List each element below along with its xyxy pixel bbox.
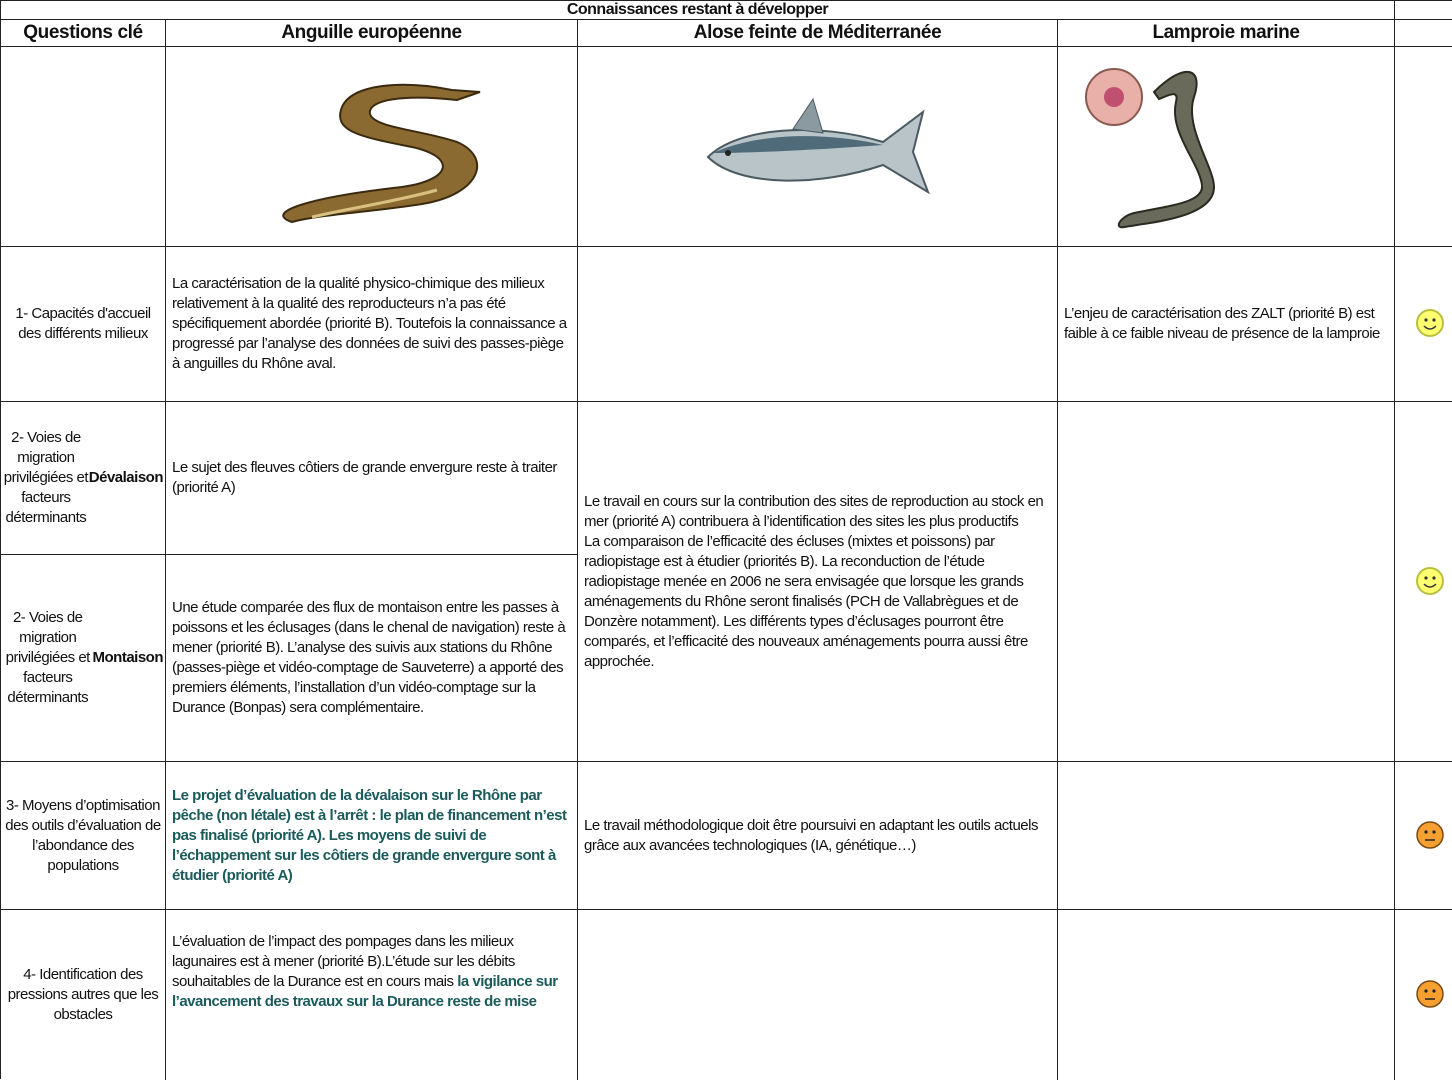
- image-cell: [578, 47, 1058, 247]
- empty-cell: [1395, 20, 1452, 47]
- status-cell: [1395, 910, 1452, 1080]
- empty-cell: [578, 247, 1058, 402]
- happy-smiley: [1416, 566, 1444, 595]
- question-emphasis: Dévalaison: [88, 469, 164, 486]
- question-emphasis: Montaison: [92, 649, 164, 666]
- question-cell: 1- Capacités d'accueil des différents mi…: [1, 247, 166, 402]
- empty-cell: [1395, 1, 1452, 20]
- neutral-smiley: [1416, 980, 1444, 1008]
- question-cell: 2- Voies de migration privilégiées et fa…: [1, 402, 166, 555]
- table-title: Connaissances restant à développer: [1, 1, 1395, 20]
- alose-cell: Le travail méthodologique doit être pour…: [578, 762, 1058, 910]
- anguille-emphasis: la vigilance sur l’avancement des travau…: [172, 973, 558, 1010]
- anguille-text: L’évaluation de l’impact des pompages da…: [172, 933, 515, 990]
- image-cell: [1058, 47, 1395, 247]
- empty-cell: [1058, 762, 1395, 910]
- anguille-cell: Le sujet des fleuves côtiers de grande e…: [166, 402, 578, 555]
- status-cell: [1395, 247, 1452, 402]
- question-cell: 3- Moyens d’optimisation des outils d’év…: [1, 762, 166, 910]
- anguille-cell: L’évaluation de l’impact des pompages da…: [166, 910, 578, 1080]
- lamproie-cell: L’enjeu de caractérisation des ZALT (pri…: [1058, 247, 1395, 402]
- shad-image: [706, 97, 930, 194]
- neutral-smiley: [1416, 820, 1444, 849]
- question-text: 2- Voies de migration privilégiées et fa…: [5, 609, 91, 706]
- empty-cell: [1395, 47, 1452, 247]
- happy-smiley: [1416, 309, 1444, 337]
- status-cell: [1395, 762, 1452, 910]
- header-cell: Alose feinte de Méditerranée: [578, 20, 1058, 47]
- anguille-cell: Le projet d’évaluation de la dévalaison …: [166, 762, 578, 910]
- lamprey-image: [1085, 67, 1216, 228]
- header-cell: Anguille européenne: [166, 20, 578, 47]
- question-text: 2- Voies de migration privilégiées et fa…: [3, 429, 89, 526]
- anguille-cell: Une étude comparée des flux de montaison…: [166, 555, 578, 762]
- empty-cell: [1058, 910, 1395, 1080]
- empty-cell: [1, 47, 166, 247]
- question-cell: 2- Voies de migration privilégiées et fa…: [1, 555, 166, 762]
- alose-cell: Le travail en cours sur la contribution …: [578, 402, 1058, 762]
- eel-image: [281, 83, 480, 223]
- empty-cell: [1058, 402, 1395, 762]
- header-cell: Lamproie marine: [1058, 20, 1395, 47]
- question-cell: 4- Identification des pressions autres q…: [1, 910, 166, 1080]
- anguille-cell: La caractérisation de la qualité physico…: [166, 247, 578, 402]
- empty-cell: [578, 910, 1058, 1080]
- status-cell: [1395, 402, 1452, 762]
- header-cell: Questions clé: [1, 20, 166, 47]
- image-cell: [166, 47, 578, 247]
